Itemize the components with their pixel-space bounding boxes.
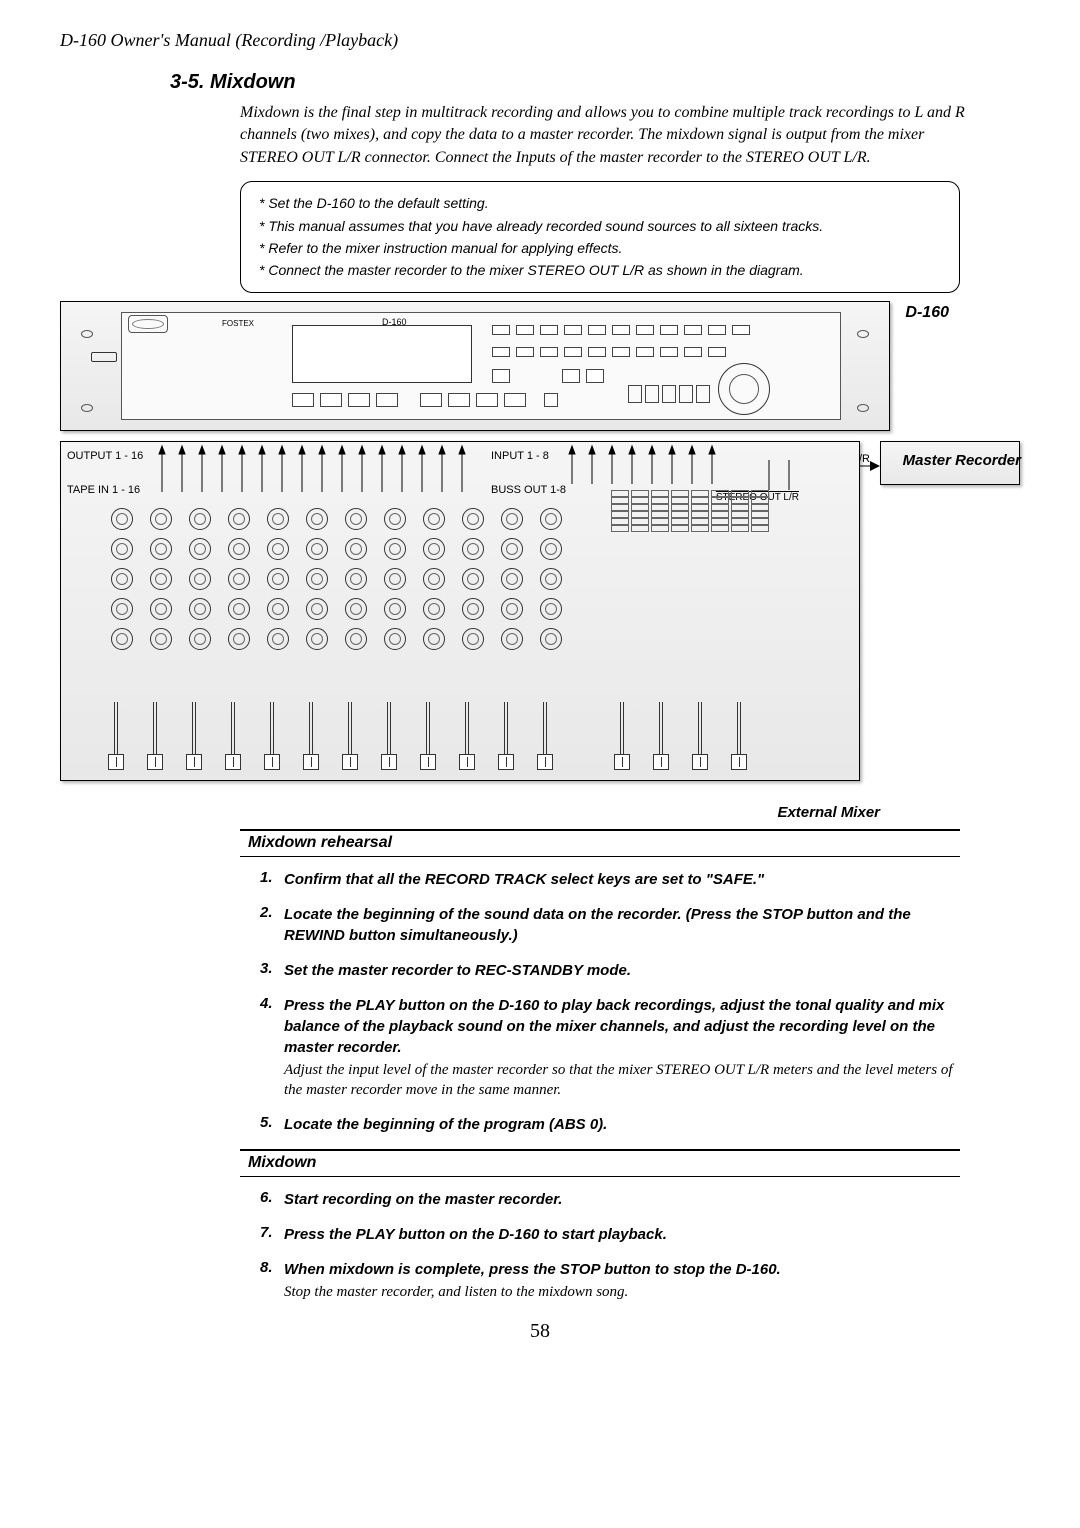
output-label: OUTPUT 1 - 16 xyxy=(67,450,143,462)
page-number: 58 xyxy=(60,1320,1020,1343)
subsection-mixdown: Mixdown xyxy=(240,1149,960,1177)
note-box: * Set the D-160 to the default setting. … xyxy=(240,181,960,293)
step-number: 3. xyxy=(260,960,284,981)
tapein-label: TAPE IN 1 - 16 xyxy=(67,484,140,496)
button-row xyxy=(492,369,604,383)
step: 3. Set the master recorder to REC-STANDB… xyxy=(260,960,960,981)
step-note: Adjust the input level of the master rec… xyxy=(284,1060,960,1101)
step-number: 8. xyxy=(260,1259,284,1302)
knob-row xyxy=(111,508,562,530)
step: 6. Start recording on the master recorde… xyxy=(260,1189,960,1210)
step-number: 7. xyxy=(260,1224,284,1245)
intro-paragraph: Mixdown is the final step in multitrack … xyxy=(240,102,980,169)
lcd-screen xyxy=(292,325,472,383)
step-text: When mixdown is complete, press the STOP… xyxy=(284,1259,960,1280)
step: 7. Press the PLAY button on the D-160 to… xyxy=(260,1224,960,1245)
knob-row xyxy=(111,568,562,590)
screw-icon xyxy=(81,330,93,338)
transport-row xyxy=(292,393,558,407)
input-label: INPUT 1 - 8 xyxy=(491,450,549,462)
media-slot-icon xyxy=(128,315,168,333)
bussout-label: BUSS OUT 1-8 xyxy=(491,484,566,496)
knob-row xyxy=(111,598,562,620)
button-row xyxy=(492,347,726,357)
d160-label: D-160 xyxy=(905,304,949,322)
master-recorder: Master Recorder xyxy=(880,441,1020,485)
power-button-icon xyxy=(91,352,117,362)
step: 8. When mixdown is complete, press the S… xyxy=(260,1259,960,1302)
master-recorder-label: Master Recorder xyxy=(897,452,1021,470)
knob-row xyxy=(111,538,562,560)
mixer-label: External Mixer xyxy=(777,804,880,821)
step-note: Stop the master recorder, and listen to … xyxy=(284,1282,960,1302)
step-number: 1. xyxy=(260,869,284,890)
note-line: * Connect the master recorder to the mix… xyxy=(259,259,941,281)
subsection-rehearsal: Mixdown rehearsal xyxy=(240,829,960,857)
step-text: Locate the beginning of the sound data o… xyxy=(284,904,960,946)
step-text: Press the PLAY button on the D-160 to st… xyxy=(284,1224,960,1245)
step-text: Start recording on the master recorder. xyxy=(284,1189,960,1210)
step-text: Confirm that all the RECORD TRACK select… xyxy=(284,869,960,890)
section-number: 3-5. xyxy=(170,71,204,93)
page-header: D-160 Owner's Manual (Recording /Playbac… xyxy=(60,30,1020,51)
knob-row xyxy=(111,628,562,650)
eq-grid xyxy=(611,490,781,550)
external-mixer: OUTPUT 1 - 16 TAPE IN 1 - 16 INPUT 1 - 8… xyxy=(60,441,860,781)
jog-wheel-icon xyxy=(718,363,770,415)
screw-icon xyxy=(81,404,93,412)
button-row xyxy=(492,325,750,335)
step-number: 6. xyxy=(260,1189,284,1210)
connection-diagram: FOSTEX D-160 xyxy=(60,301,1020,801)
brand-label: FOSTEX xyxy=(222,319,254,328)
io-arrows xyxy=(157,444,487,494)
note-line: * Set the D-160 to the default setting. xyxy=(259,192,941,214)
step-text: Press the PLAY button on the D-160 to pl… xyxy=(284,995,960,1058)
step: 2. Locate the beginning of the sound dat… xyxy=(260,904,960,946)
small-buttons xyxy=(628,385,710,403)
stereo-out-arrow xyxy=(749,460,829,490)
d160-device: FOSTEX D-160 xyxy=(60,301,890,431)
fader-row xyxy=(111,702,550,770)
screw-icon xyxy=(857,330,869,338)
section-name: Mixdown xyxy=(210,71,296,93)
step: 5. Locate the beginning of the program (… xyxy=(260,1114,960,1135)
note-line: * This manual assumes that you have alre… xyxy=(259,215,941,237)
section-title: 3-5. Mixdown xyxy=(170,71,1020,94)
step-number: 4. xyxy=(260,995,284,1101)
step: 1. Confirm that all the RECORD TRACK sel… xyxy=(260,869,960,890)
fader-row-aux xyxy=(617,702,744,770)
buss-arrows xyxy=(567,444,747,494)
screw-icon xyxy=(857,404,869,412)
step-number: 2. xyxy=(260,904,284,946)
step: 4. Press the PLAY button on the D-160 to… xyxy=(260,995,960,1101)
step-text: Locate the beginning of the program (ABS… xyxy=(284,1114,960,1135)
step-number: 5. xyxy=(260,1114,284,1135)
d160-panel: FOSTEX D-160 xyxy=(121,312,841,420)
step-text: Set the master recorder to REC-STANDBY m… xyxy=(284,960,960,981)
note-line: * Refer to the mixer instruction manual … xyxy=(259,237,941,259)
